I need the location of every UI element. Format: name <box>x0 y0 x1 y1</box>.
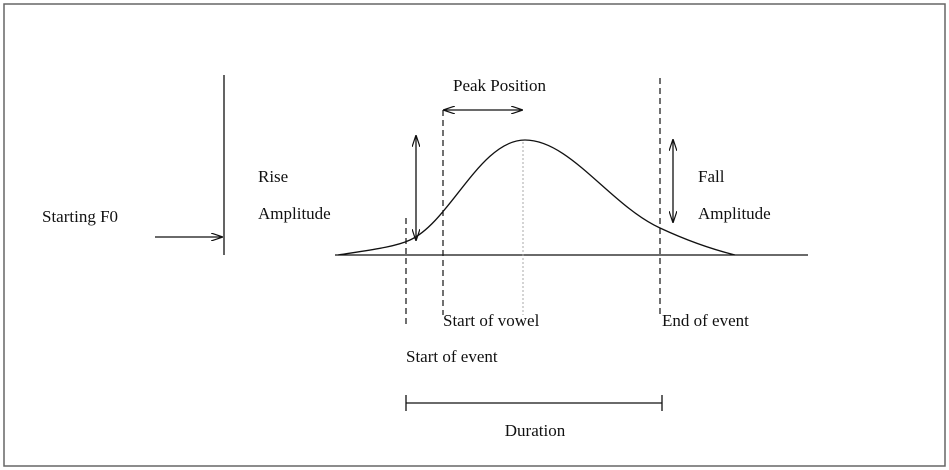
fall-label: Amplitude <box>698 204 771 223</box>
rise-label: Amplitude <box>258 204 331 223</box>
fall-label: Fall <box>698 167 725 186</box>
peak-position-label: Peak Position <box>453 76 547 95</box>
frame <box>3 3 946 467</box>
contour-curve <box>337 139 736 256</box>
start-of-vowel-label: Start of vowel <box>443 311 540 330</box>
starting-f0-label: Starting F0 <box>42 207 118 226</box>
rise-label: Rise <box>258 167 288 186</box>
start-of-event-label: Start of event <box>406 347 498 366</box>
end-of-event-label: End of event <box>662 311 749 330</box>
duration-label: Duration <box>505 421 566 440</box>
